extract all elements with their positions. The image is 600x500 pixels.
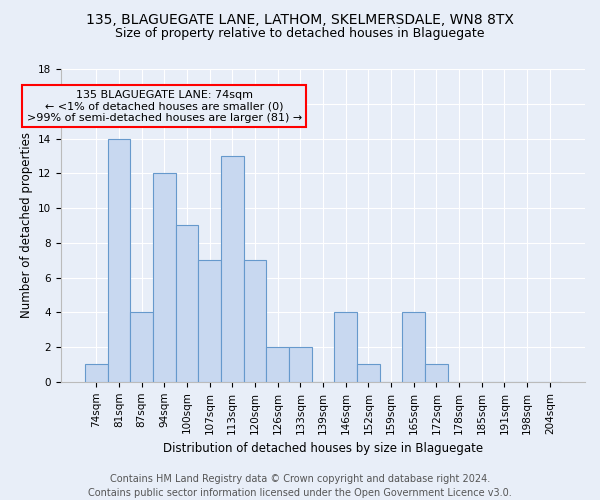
Bar [425,364,448,382]
Bar [334,312,357,382]
Bar [266,347,289,382]
Bar [244,260,266,382]
Text: Size of property relative to detached houses in Blaguegate: Size of property relative to detached ho… [115,28,485,40]
Bar [198,260,221,382]
Bar [85,364,107,382]
Bar [153,174,176,382]
X-axis label: Distribution of detached houses by size in Blaguegate: Distribution of detached houses by size … [163,442,483,455]
Bar [130,312,153,382]
Text: Contains HM Land Registry data © Crown copyright and database right 2024.
Contai: Contains HM Land Registry data © Crown c… [88,474,512,498]
Bar [289,347,311,382]
Text: 135, BLAGUEGATE LANE, LATHOM, SKELMERSDALE, WN8 8TX: 135, BLAGUEGATE LANE, LATHOM, SKELMERSDA… [86,12,514,26]
Bar [107,138,130,382]
Text: 135 BLAGUEGATE LANE: 74sqm
← <1% of detached houses are smaller (0)
>99% of semi: 135 BLAGUEGATE LANE: 74sqm ← <1% of deta… [26,90,302,123]
Bar [357,364,380,382]
Bar [403,312,425,382]
Bar [176,226,198,382]
Y-axis label: Number of detached properties: Number of detached properties [20,132,32,318]
Bar [221,156,244,382]
